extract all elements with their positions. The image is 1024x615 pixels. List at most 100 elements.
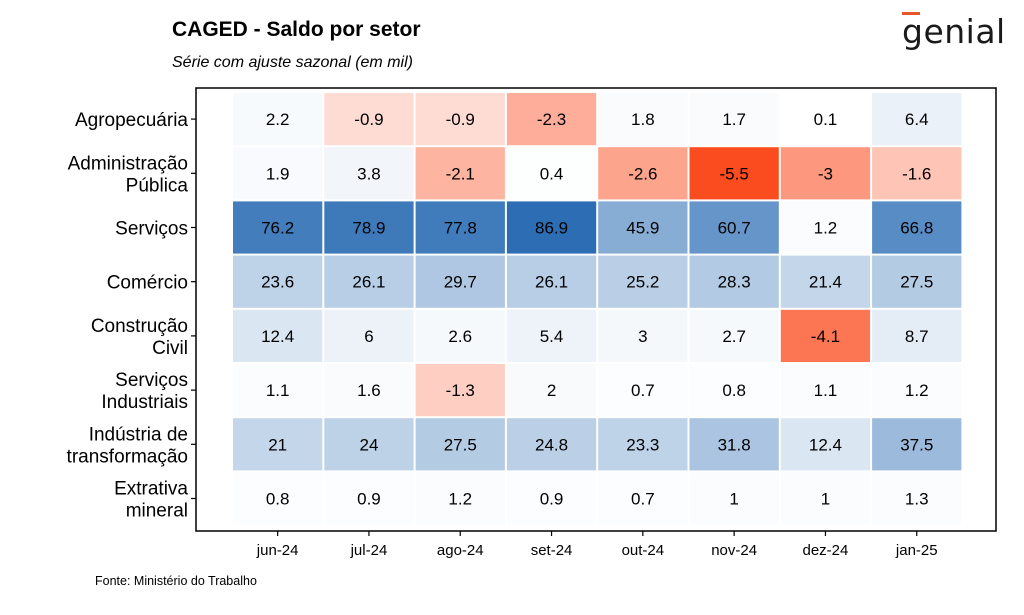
- heatmap-cell: [415, 255, 505, 308]
- heatmap-cell: [598, 147, 688, 200]
- cell-value-label: 6.4: [905, 110, 929, 129]
- cell-value-label: 12.4: [809, 435, 842, 454]
- chart-subtitle: Série com ajuste sazonal (em mil): [172, 54, 413, 71]
- heatmap-cell: [415, 93, 505, 146]
- heatmap-cell: [233, 147, 323, 200]
- plot-frame: [195, 87, 997, 532]
- heatmap-cell: [598, 309, 688, 362]
- cell-value-label: 29.7: [444, 273, 477, 292]
- cell-value-label: 25.2: [626, 273, 659, 292]
- cell-value-label: 1.9: [266, 164, 290, 183]
- cell-value-label: 86.9: [535, 219, 568, 238]
- chart-title: CAGED - Saldo por setor: [172, 18, 421, 41]
- heatmap-cell: [233, 93, 323, 146]
- x-tick-label: out-24: [622, 542, 665, 559]
- cell-value-label: 0.1: [814, 110, 838, 129]
- cell-value-label: 60.7: [718, 219, 751, 238]
- heatmap-cell: [689, 93, 779, 146]
- heatmap-cell: [324, 309, 414, 362]
- heatmap-cell: [415, 364, 505, 417]
- cell-value-label: 1.1: [266, 381, 290, 400]
- y-tick-label: Construção Civil: [91, 316, 188, 359]
- cell-value-label: 77.8: [444, 219, 477, 238]
- heatmap-cell: [598, 255, 688, 308]
- cell-value-label: 78.9: [352, 219, 385, 238]
- cell-value-label: -0.9: [354, 110, 383, 129]
- cell-value-label: 0.7: [631, 490, 655, 509]
- cell-value-label: 2.2: [266, 110, 290, 129]
- cell-value-label: 0.4: [540, 164, 564, 183]
- heatmap-cell: [780, 255, 871, 308]
- heatmap-cell: [872, 201, 962, 254]
- source-note: Fonte: Ministério do Trabalho: [95, 574, 257, 588]
- heatmap-cell: [324, 147, 414, 200]
- y-tick-label: Serviços Industriais: [101, 370, 188, 413]
- heatmap-cell: [233, 364, 323, 417]
- heatmap-cell: [689, 147, 779, 200]
- heatmap-cell: [506, 147, 597, 200]
- cell-value-label: 1.2: [814, 219, 838, 238]
- cell-value-label: 1.7: [722, 110, 746, 129]
- heatmap-cell: [506, 418, 597, 471]
- x-tick-label: jun-24: [256, 542, 299, 559]
- heatmap-cell: [233, 418, 323, 471]
- x-tick-label: dez-24: [803, 542, 849, 559]
- heatmap-cell: [324, 255, 414, 308]
- y-tick-label: Comércio: [107, 273, 188, 294]
- cell-value-label: 1.8: [631, 110, 655, 129]
- cell-value-label: 26.1: [535, 273, 568, 292]
- heatmap-cell: [598, 201, 688, 254]
- y-tick-label: Administração Pública: [68, 153, 189, 196]
- heatmap-cell: [872, 147, 962, 200]
- cell-value-label: 0.9: [540, 490, 564, 509]
- y-tick-label: Agropecuária: [75, 110, 188, 131]
- y-tick-label: Indústria de transformação: [67, 424, 188, 467]
- heatmap-cell: [324, 472, 414, 525]
- cell-value-label: 23.6: [261, 273, 294, 292]
- heatmap-cell: [506, 472, 597, 525]
- cell-value-label: 76.2: [261, 219, 294, 238]
- x-tick-label: ago-24: [437, 542, 484, 559]
- cell-value-label: 2.7: [722, 327, 746, 346]
- heatmap-cell: [780, 201, 871, 254]
- heatmap-cell: [233, 201, 323, 254]
- heatmap-cell: [872, 93, 962, 146]
- heatmap-cell: [780, 147, 871, 200]
- cell-value-label: 21: [268, 435, 287, 454]
- cell-value-label: 5.4: [540, 327, 564, 346]
- heatmap-cell: [415, 418, 505, 471]
- heatmap-cell: [506, 255, 597, 308]
- heatmap-cell: [324, 364, 414, 417]
- cell-value-label: 2: [547, 381, 556, 400]
- cell-value-label: 24: [359, 435, 378, 454]
- heatmap-cell: [598, 93, 688, 146]
- brand-logo: genial: [902, 12, 1006, 51]
- cell-value-label: -2.3: [537, 110, 566, 129]
- heatmap-cell: [872, 418, 962, 471]
- heatmap-cell: [233, 472, 323, 525]
- heatmap-cell: [780, 472, 871, 525]
- cell-value-label: -2.1: [446, 164, 475, 183]
- cell-value-label: -1.3: [446, 381, 475, 400]
- cell-value-label: 1: [729, 490, 738, 509]
- cell-value-label: 0.8: [722, 381, 746, 400]
- heatmap-cell: [689, 364, 779, 417]
- cell-value-label: 21.4: [809, 273, 842, 292]
- heatmap-cell: [324, 93, 414, 146]
- cell-value-label: 1.1: [814, 381, 838, 400]
- heatmap-cell: [598, 472, 688, 525]
- heatmap-cell: [689, 309, 779, 362]
- cell-value-label: 3.8: [357, 164, 381, 183]
- cell-value-label: 28.3: [718, 273, 751, 292]
- cell-value-label: 66.8: [900, 219, 933, 238]
- cell-value-label: 0.7: [631, 381, 655, 400]
- x-tick-label: nov-24: [711, 542, 757, 559]
- heatmap-cell: [506, 201, 597, 254]
- cell-value-label: -3: [818, 164, 833, 183]
- heatmap-cell: [780, 364, 871, 417]
- heatmap-cell: [415, 472, 505, 525]
- heatmap-cell: [598, 418, 688, 471]
- cell-value-label: 0.9: [357, 490, 381, 509]
- cell-value-label: 45.9: [626, 219, 659, 238]
